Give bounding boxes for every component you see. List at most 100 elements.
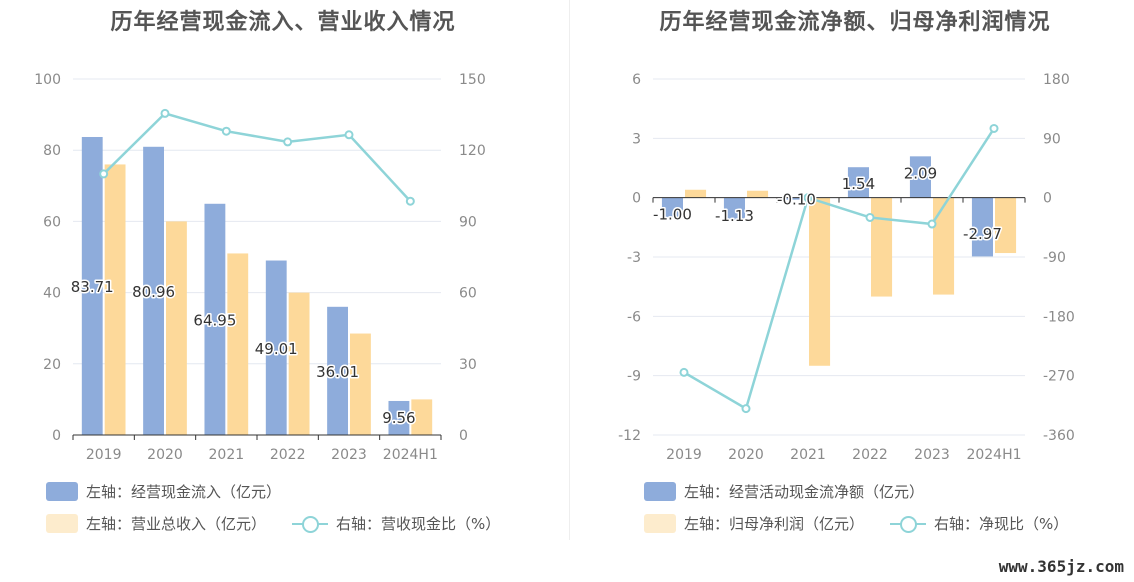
data-label: -0.10 — [777, 191, 816, 209]
bar-primary — [143, 146, 164, 435]
legend-item-net-profit[interactable]: 左轴：归母净利润（亿元） — [644, 513, 864, 534]
legend-item-revenue[interactable]: 左轴：营业总收入（亿元） — [46, 513, 266, 534]
y-left-tick-label: -6 — [627, 309, 641, 325]
y-right-tick-label: -180 — [1043, 309, 1075, 325]
bar-primary — [661, 197, 683, 218]
data-label: -1.13 — [715, 207, 754, 225]
bar-secondary — [288, 292, 310, 435]
line-point — [405, 196, 415, 206]
bar-secondary — [104, 164, 126, 435]
bar-secondary — [995, 197, 1017, 254]
data-label: 2.09 — [904, 164, 937, 182]
legend-item-net-cash-ratio[interactable]: 右轴：净现比（%） — [890, 513, 1068, 534]
watermark: www.365jz.com — [998, 557, 1124, 576]
legend-label: 右轴：营收现金比（%） — [336, 515, 501, 533]
y-left-tick-label: 0 — [52, 428, 61, 444]
y-left-tick-label: 60 — [43, 214, 61, 230]
chart-title-left: 历年经营现金流入、营业收入情况 — [110, 10, 456, 35]
y-right-tick-label: -360 — [1043, 428, 1075, 444]
bar-primary — [785, 197, 807, 200]
bar-secondary — [350, 333, 371, 435]
x-tick-label: 2022 — [852, 447, 888, 463]
line-point — [803, 193, 813, 203]
x-tick-label: 2023 — [331, 447, 367, 463]
bar-secondary — [685, 189, 707, 198]
data-label: -2.97 — [963, 225, 1002, 243]
line-point — [160, 108, 170, 118]
panel-divider — [569, 0, 570, 540]
line-series — [683, 127, 996, 411]
y-right-tick-label: 150 — [459, 72, 486, 88]
bar-primary — [265, 260, 287, 435]
y-right-tick-label: 90 — [1043, 131, 1061, 147]
y-right-tick-label: 0 — [1043, 191, 1052, 207]
line-point — [679, 367, 689, 377]
bar-primary — [388, 400, 410, 435]
legend-item-cash-ratio[interactable]: 右轴：营收现金比（%） — [292, 513, 500, 534]
y-right-tick-label: 180 — [1043, 72, 1070, 88]
bar-secondary — [933, 197, 955, 295]
bar-primary — [909, 156, 931, 198]
line-series — [102, 112, 412, 203]
line-point — [283, 137, 293, 147]
x-tick-label: 2020 — [728, 447, 764, 463]
y-right-tick-label: -270 — [1043, 369, 1075, 385]
legend-swatch-line — [292, 514, 328, 533]
x-tick-label: 2019 — [666, 447, 702, 463]
data-label: 1.54 — [842, 175, 875, 193]
y-right-tick-label: 120 — [459, 143, 486, 159]
y-left-tick-label: -3 — [627, 250, 641, 266]
y-right-tick-label: 30 — [459, 357, 477, 373]
chart-panel-right: 历年经营现金流净额、归母净利润情况 -12 -360 -9 -270 -6 -180 -3 -… — [576, 0, 1134, 582]
bar-primary — [81, 136, 103, 435]
bar-primary — [971, 197, 993, 257]
legend-label: 右轴：净现比（%） — [934, 515, 1069, 533]
x-tick-label: 2024H1 — [966, 447, 1021, 463]
data-label: 36.01 — [316, 363, 359, 381]
line-point — [927, 219, 937, 229]
bar-secondary — [809, 197, 831, 366]
y-left-tick-label: 40 — [43, 286, 61, 302]
x-tick-label: 2020 — [147, 447, 183, 463]
y-left-tick-label: -9 — [627, 369, 641, 385]
legend-label: 左轴：经营活动现金流净额（亿元） — [684, 483, 925, 501]
legend-item-cash-inflow[interactable]: 左轴：经营现金流入（亿元） — [46, 481, 281, 502]
legend-swatch-bar — [46, 514, 78, 533]
x-tick-label: 2021 — [790, 447, 826, 463]
y-right-tick-label: 90 — [459, 214, 477, 230]
line-point — [865, 212, 875, 222]
y-left-tick-label: 3 — [632, 131, 641, 147]
chart-panel-left: 历年经营现金流入、营业收入情况 0 0 20 30 40 60 60 90 80 120 100 15… — [0, 0, 566, 582]
legend-label: 左轴：经营现金流入（亿元） — [86, 483, 282, 501]
legend-label: 左轴：营业总收入（亿元） — [86, 515, 267, 533]
line-point — [221, 126, 231, 136]
legend-item-net-cash-flow[interactable]: 左轴：经营活动现金流净额（亿元） — [644, 481, 924, 502]
legend-swatch-bar — [644, 514, 676, 533]
legend-swatch-bar — [46, 482, 78, 501]
y-left-tick-label: 0 — [632, 191, 641, 207]
bar-primary — [723, 197, 745, 221]
bar-primary — [847, 167, 869, 198]
line-point — [989, 123, 999, 133]
y-left-tick-label: -12 — [618, 428, 641, 444]
line-point — [344, 130, 354, 140]
legend-swatch-line — [890, 514, 926, 533]
bar-primary — [204, 203, 226, 435]
data-label: -1.00 — [653, 206, 692, 224]
line-point — [99, 169, 109, 179]
chart-title-right: 历年经营现金流净额、归母净利润情况 — [659, 10, 1051, 35]
data-label: 83.71 — [71, 278, 114, 296]
y-right-tick-label: 0 — [459, 428, 468, 444]
y-left-tick-label: 6 — [632, 72, 641, 88]
legend-label: 左轴：归母净利润（亿元） — [684, 515, 865, 533]
x-tick-label: 2024H1 — [383, 447, 438, 463]
bar-secondary — [871, 197, 893, 297]
bar-secondary — [166, 221, 187, 435]
chart-plot-left: 0 0 20 30 40 60 60 90 80 120 100 150 2019 2020 2021 202… — [34, 72, 486, 463]
x-tick-label: 2023 — [914, 447, 950, 463]
x-tick-label: 2022 — [270, 447, 306, 463]
line-point — [741, 404, 751, 414]
data-label: 64.95 — [193, 311, 236, 329]
bar-secondary — [411, 399, 433, 435]
y-left-tick-label: 80 — [43, 143, 61, 159]
